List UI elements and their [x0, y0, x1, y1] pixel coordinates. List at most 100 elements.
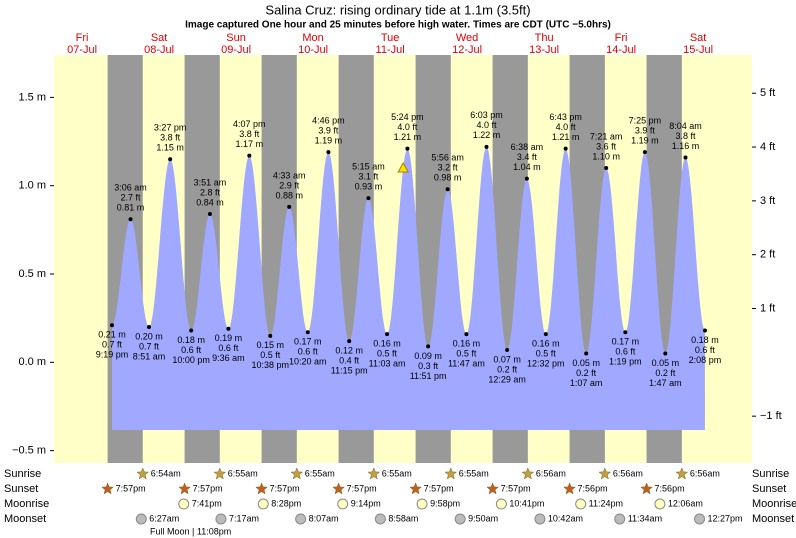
date-label: 07-Jul	[67, 44, 97, 56]
day-label: Tue	[381, 32, 400, 44]
extreme-label: 4:46 pm	[312, 116, 345, 126]
moonrise-label: 8:28pm	[271, 498, 301, 508]
extreme-point	[702, 328, 707, 333]
sunset-label: 7:57pm	[501, 483, 531, 493]
y-tick-label: 0.5 m	[18, 268, 46, 280]
extreme-label: 0.84 m	[196, 197, 224, 207]
sunset-label: 7:56pm	[655, 483, 685, 493]
extreme-label: 0.16 m	[373, 338, 401, 348]
extreme-point	[464, 332, 469, 337]
day-label: Sat	[151, 32, 168, 44]
extreme-label: 1.10 m	[592, 151, 620, 161]
day-label: Mon	[302, 32, 323, 44]
extreme-label: 1:47 am	[649, 378, 682, 388]
sunrise-label: 6:55am	[305, 468, 335, 478]
extreme-point	[426, 344, 431, 349]
y2-tick-label: −1 ft	[760, 410, 782, 422]
extreme-label: 5:15 am	[352, 161, 385, 171]
date-label: 12-Jul	[452, 44, 482, 56]
sunrise-label: 6:55am	[382, 468, 412, 478]
sunset-icon	[178, 482, 191, 495]
tide-area	[111, 146, 705, 431]
extreme-label: 0.05 m	[652, 358, 680, 368]
extreme-label: 7:21 am	[590, 131, 623, 141]
moonrise-label: 10:41pm	[509, 498, 544, 508]
extreme-label: 2.9 ft	[279, 180, 300, 190]
extreme-point	[168, 157, 173, 162]
extreme-point	[505, 347, 510, 352]
sunset-icon	[101, 482, 114, 495]
moonset-icon	[694, 513, 706, 525]
extreme-label: 11:03 am	[369, 358, 406, 368]
extreme-label: 0.93 m	[355, 181, 383, 191]
extreme-label: 0.6 ft	[218, 343, 239, 353]
extreme-label: 0.6 ft	[695, 345, 716, 355]
extreme-point	[543, 332, 548, 337]
extreme-point	[189, 328, 194, 333]
sunrise-label: 6:55am	[228, 468, 258, 478]
sunrise-icon	[367, 467, 381, 480]
current-tide-marker	[397, 162, 410, 173]
row-label: Moonset	[752, 513, 794, 525]
extreme-label: 0.09 m	[414, 351, 442, 361]
row-label: Moonrise	[4, 498, 49, 510]
extreme-label: 1.19 m	[315, 136, 343, 146]
extreme-label: 0.05 m	[572, 358, 600, 368]
extreme-label: 6:43 pm	[549, 112, 582, 122]
date-label: 13-Jul	[529, 44, 559, 56]
moonrise-icon	[178, 498, 190, 510]
extreme-label: 0.3 ft	[418, 361, 439, 371]
row-label: Sunrise	[752, 468, 789, 480]
extreme-label: 0.2 ft	[497, 364, 518, 374]
extreme-point	[663, 351, 668, 356]
extreme-label: 0.7 ft	[139, 341, 160, 351]
sunrise-label: 6:55am	[459, 468, 489, 478]
y-tick-label: 0.0 m	[18, 356, 46, 368]
sunset-icon	[409, 482, 422, 495]
extreme-label: 10:20 am	[289, 357, 327, 367]
moonset-icon	[295, 513, 307, 525]
extreme-label: 1.04 m	[513, 162, 541, 172]
sunset-label: 7:57pm	[347, 483, 377, 493]
moonrise-icon	[416, 498, 428, 510]
moonrise-icon	[495, 498, 507, 510]
extreme-label: 0.5 ft	[260, 350, 281, 360]
date-label: 10-Jul	[298, 44, 328, 56]
moonrise-label: 11:24pm	[589, 498, 623, 508]
extreme-label: 0.98 m	[434, 173, 462, 183]
extreme-label: 1:19 pm	[609, 357, 642, 367]
extreme-point	[563, 146, 568, 151]
extreme-label: 3.2 ft	[438, 163, 459, 173]
extreme-point	[146, 325, 151, 329]
moonrise-icon	[654, 498, 666, 510]
sunset-icon	[255, 482, 268, 495]
extreme-label: 0.5 ft	[377, 348, 398, 358]
extreme-label: 7:25 pm	[629, 116, 662, 126]
extreme-point	[584, 351, 589, 356]
sunrise-label: 6:54am	[151, 468, 181, 478]
extreme-label: 0.5 ft	[536, 348, 557, 358]
sunrise-label: 6:56am	[690, 468, 720, 478]
moonrise-icon	[575, 498, 587, 510]
date-label: 08-Jul	[144, 44, 174, 56]
extreme-point	[247, 153, 252, 158]
sunset-icon	[486, 482, 499, 495]
moonset-icon	[614, 513, 626, 525]
y2-tick-label: 3 ft	[760, 195, 775, 207]
extreme-label: 9:19 pm	[96, 350, 129, 360]
extreme-label: 3:27 pm	[154, 123, 187, 133]
y2-tick-label: 1 ft	[760, 302, 775, 314]
sunset-label: 7:57pm	[270, 483, 300, 493]
extreme-label: 0.19 m	[215, 333, 243, 343]
extreme-label: 0.2 ft	[576, 368, 597, 378]
extreme-label: 6:03 pm	[470, 110, 503, 120]
extreme-point	[305, 330, 310, 335]
extreme-label: 4.0 ft	[397, 122, 418, 132]
extreme-point	[128, 217, 133, 222]
extreme-label: 10:38 pm	[251, 360, 289, 370]
y-tick-label: −0.5 m	[12, 445, 46, 457]
extreme-label: 1.19 m	[631, 136, 659, 146]
moonset-label: 12:27pm	[708, 513, 743, 523]
day-label: Fri	[615, 32, 628, 44]
